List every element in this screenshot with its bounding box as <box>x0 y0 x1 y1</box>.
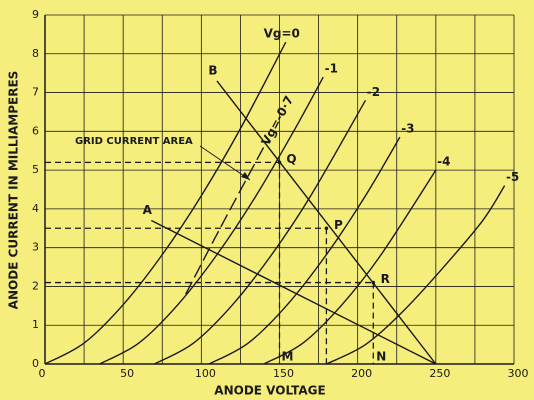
y-axis-title: ANODE CURRENT IN MILLIAMPERES <box>7 71 21 310</box>
characteristic-curve <box>208 136 401 365</box>
characteristic-curve <box>185 146 265 295</box>
x-tick-label: 100 <box>195 367 216 380</box>
load-line <box>150 219 437 365</box>
operating-point <box>324 226 329 231</box>
load-line <box>216 80 437 365</box>
characteristic-curve <box>154 99 367 365</box>
series-label: -1 <box>325 62 338 76</box>
characteristic-curve <box>326 185 506 365</box>
axis-marker-label: M <box>282 350 294 364</box>
x-axis-title: ANODE VOLTAGE <box>214 384 325 398</box>
characteristic-curve <box>263 169 437 365</box>
y-tick-label: 5 <box>32 163 39 176</box>
characteristic-curve <box>44 41 287 365</box>
x-tick-label: 200 <box>351 367 372 380</box>
point-label: R <box>381 272 390 286</box>
series-label: -5 <box>506 170 519 184</box>
axis-marker-label: N <box>376 350 386 364</box>
series-label: B <box>208 63 217 77</box>
operating-point <box>371 280 376 285</box>
series-label: A <box>143 203 153 217</box>
arrow-head <box>241 172 250 180</box>
series-label: -3 <box>401 122 414 136</box>
y-tick-label: 8 <box>32 47 39 60</box>
annotation: GRID CURRENT AREA <box>75 136 193 147</box>
x-tick-label: 150 <box>273 367 294 380</box>
x-tick-label: 250 <box>429 367 450 380</box>
y-tick-label: 0 <box>32 357 39 370</box>
point-label: P <box>334 218 343 232</box>
x-tick-label: 0 <box>39 367 46 380</box>
y-tick-label: 9 <box>32 8 39 21</box>
series-label: -4 <box>437 155 450 169</box>
characteristic-curve <box>99 76 324 365</box>
series-label: Vg=0 <box>264 27 300 41</box>
operating-point <box>277 160 282 165</box>
y-tick-label: 6 <box>32 124 39 137</box>
y-tick-label: 7 <box>32 86 39 99</box>
point-label: Q <box>286 152 296 166</box>
x-tick-label: 50 <box>120 367 134 380</box>
y-tick-label: 2 <box>32 279 39 292</box>
series-label: Vg=-0·7 <box>259 93 297 147</box>
series-label: -2 <box>367 85 380 99</box>
y-tick-label: 3 <box>32 241 39 254</box>
x-tick-label: 300 <box>508 367 529 380</box>
y-tick-label: 4 <box>32 202 39 215</box>
y-tick-label: 1 <box>32 318 39 331</box>
